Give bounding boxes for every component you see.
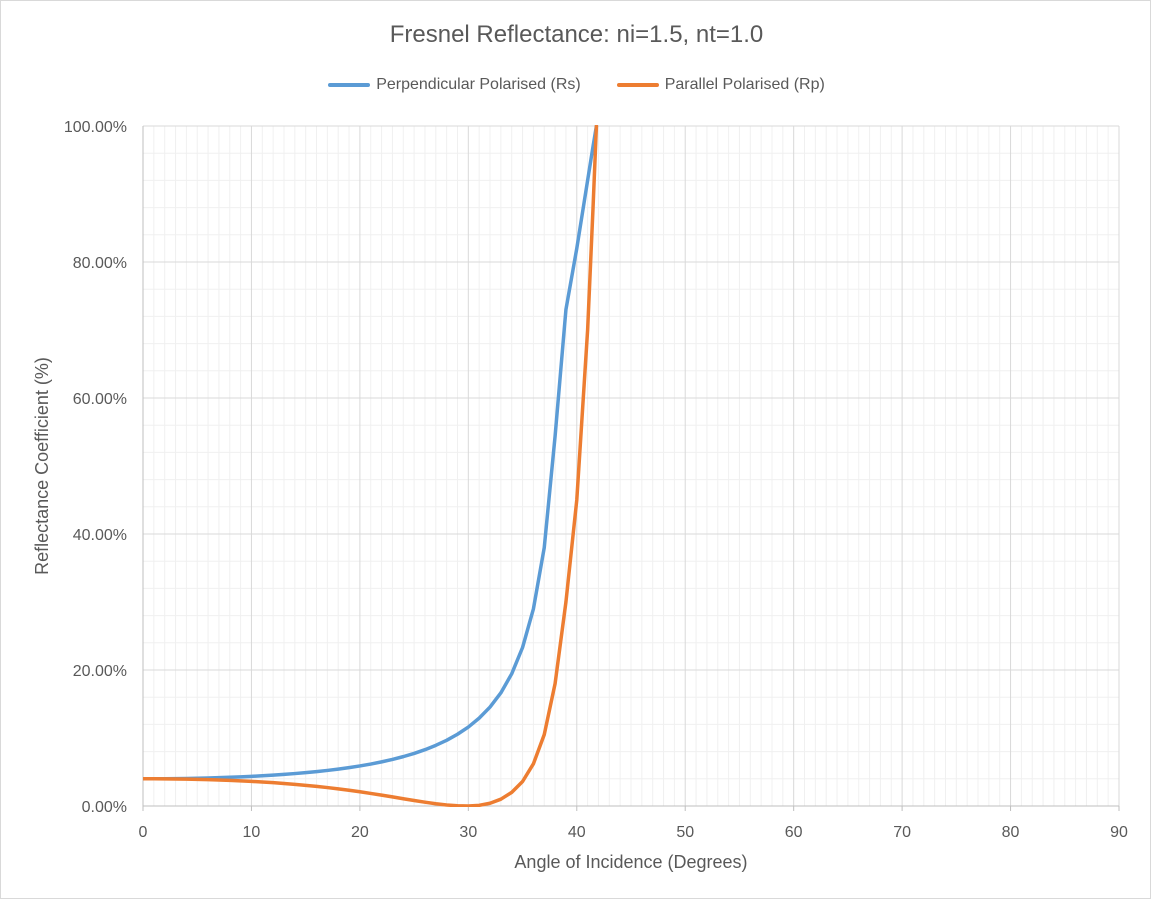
x-tick-label: 20 — [351, 824, 369, 841]
y-tick-label: 80.00% — [73, 255, 127, 272]
y-tick-label: 20.00% — [73, 663, 127, 680]
minor-gridlines — [143, 126, 1119, 806]
x-tick-label: 60 — [785, 824, 803, 841]
x-tick-label: 40 — [568, 824, 586, 841]
legend-swatch-rp — [616, 83, 659, 87]
x-tick-label: 80 — [1002, 824, 1020, 841]
axes — [142, 126, 1120, 811]
legend-item-rp: Parallel Polarised (Rp) — [616, 76, 825, 94]
x-tick-label: 70 — [893, 824, 911, 841]
legend-swatch-rs — [328, 83, 371, 87]
x-tick-label: 50 — [676, 824, 694, 841]
legend-item-rs: Perpendicular Polarised (Rs) — [328, 76, 581, 94]
y-axis-title: Reflectance Coefficient (%) — [32, 357, 52, 575]
x-tick-label: 0 — [139, 824, 148, 841]
legend-label-rs: Perpendicular Polarised (Rs) — [376, 76, 581, 93]
x-axis-title: Angle of Incidence (Degrees) — [514, 852, 747, 872]
y-tick-label: 60.00% — [73, 391, 127, 408]
x-tick-labels: 0 10 20 30 40 50 60 70 80 90 — [139, 824, 1128, 841]
series-lines — [143, 125, 599, 807]
legend-label-rp: Parallel Polarised (Rp) — [664, 76, 825, 93]
x-tick-label: 90 — [1110, 824, 1128, 841]
chart-title: Fresnel Reflectance: ni=1.5, nt=1.0 — [389, 21, 764, 48]
y-tick-labels: 0.00% 20.00% 40.00% 60.00% 80.00% 100.00% — [64, 119, 127, 816]
x-tick-label: 10 — [243, 824, 261, 841]
series-line-rs — [143, 125, 599, 781]
x-tick-label: 30 — [459, 824, 477, 841]
y-tick-label: 40.00% — [73, 527, 127, 544]
y-tick-label: 100.00% — [64, 119, 127, 136]
series-line-rp — [143, 125, 599, 807]
y-tick-label: 0.00% — [82, 799, 127, 816]
legend: Perpendicular Polarised (Rs) Parallel Po… — [1, 76, 1151, 94]
